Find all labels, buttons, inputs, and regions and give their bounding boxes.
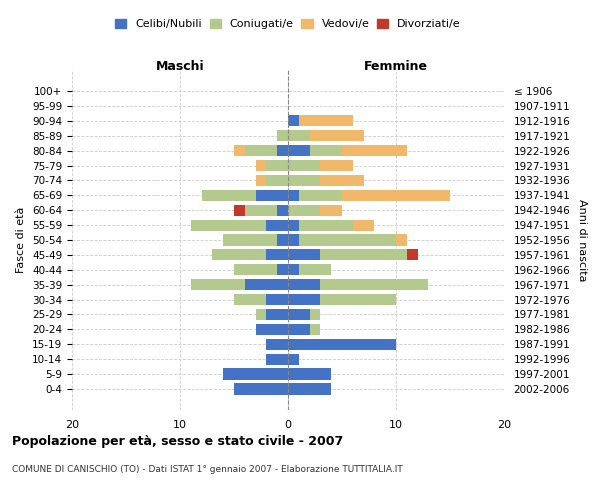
Bar <box>288 190 299 201</box>
Bar <box>288 160 320 171</box>
Bar <box>310 324 320 335</box>
Bar <box>288 354 299 365</box>
Bar <box>277 234 288 246</box>
Bar <box>212 250 266 260</box>
Bar <box>256 175 266 186</box>
Bar <box>234 264 277 276</box>
Bar <box>256 309 266 320</box>
Bar <box>353 220 374 230</box>
Bar <box>266 220 288 230</box>
Bar <box>299 190 342 201</box>
Text: COMUNE DI CANISCHIO (TO) - Dati ISTAT 1° gennaio 2007 - Elaborazione TUTTITALIA.: COMUNE DI CANISCHIO (TO) - Dati ISTAT 1°… <box>12 465 403 474</box>
Bar <box>277 264 288 276</box>
Bar <box>191 279 245 290</box>
Bar <box>288 145 310 156</box>
Bar <box>266 160 288 171</box>
Bar <box>320 294 396 305</box>
Bar <box>407 250 418 260</box>
Bar <box>266 338 288 350</box>
Bar <box>191 220 266 230</box>
Bar <box>299 234 396 246</box>
Bar <box>245 204 277 216</box>
Y-axis label: Anni di nascita: Anni di nascita <box>577 198 587 281</box>
Bar <box>288 175 320 186</box>
Bar <box>299 220 353 230</box>
Bar <box>288 279 320 290</box>
Bar <box>202 190 256 201</box>
Bar <box>288 324 310 335</box>
Bar <box>342 145 407 156</box>
Bar <box>277 130 288 141</box>
Bar <box>277 145 288 156</box>
Bar <box>310 309 320 320</box>
Bar <box>266 175 288 186</box>
Bar <box>288 204 320 216</box>
Bar <box>277 204 288 216</box>
Bar <box>288 309 310 320</box>
Bar <box>288 115 299 126</box>
Bar <box>320 175 364 186</box>
Bar <box>223 234 277 246</box>
Text: Popolazione per età, sesso e stato civile - 2007: Popolazione per età, sesso e stato civil… <box>12 435 343 448</box>
Bar <box>288 250 320 260</box>
Bar <box>234 294 266 305</box>
Bar <box>310 145 342 156</box>
Bar <box>288 234 299 246</box>
Bar <box>288 294 320 305</box>
Bar <box>299 115 353 126</box>
Bar <box>288 338 396 350</box>
Bar <box>288 384 331 394</box>
Bar <box>245 145 277 156</box>
Bar <box>320 204 342 216</box>
Text: Maschi: Maschi <box>155 60 205 73</box>
Bar <box>266 354 288 365</box>
Bar <box>320 250 407 260</box>
Bar <box>266 294 288 305</box>
Bar <box>245 279 288 290</box>
Bar <box>256 190 288 201</box>
Bar <box>342 190 450 201</box>
Text: Femmine: Femmine <box>364 60 428 73</box>
Bar <box>266 250 288 260</box>
Bar <box>234 384 288 394</box>
Bar <box>256 160 266 171</box>
Bar <box>299 264 331 276</box>
Bar <box>320 279 428 290</box>
Bar <box>266 309 288 320</box>
Bar <box>288 264 299 276</box>
Bar <box>256 324 288 335</box>
Y-axis label: Fasce di età: Fasce di età <box>16 207 26 273</box>
Bar <box>288 368 331 380</box>
Bar <box>234 204 245 216</box>
Bar <box>288 220 299 230</box>
Bar <box>396 234 407 246</box>
Bar <box>223 368 288 380</box>
Legend: Celibi/Nubili, Coniugati/e, Vedovi/e, Divorziati/e: Celibi/Nubili, Coniugati/e, Vedovi/e, Di… <box>111 14 465 34</box>
Bar <box>320 160 353 171</box>
Bar <box>310 130 364 141</box>
Bar <box>288 130 310 141</box>
Bar <box>234 145 245 156</box>
